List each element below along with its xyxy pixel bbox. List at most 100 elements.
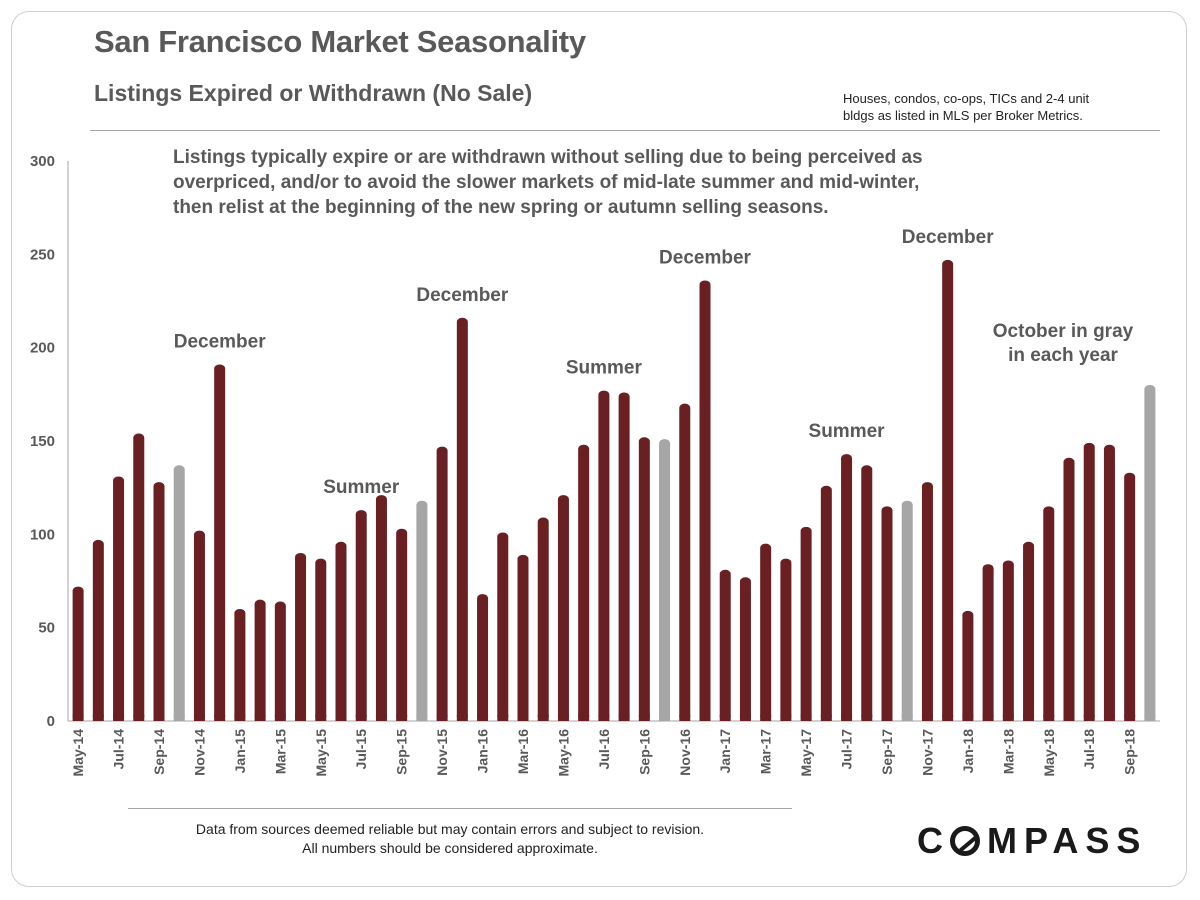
bar	[517, 554, 529, 721]
x-tick-label: May-18	[1041, 729, 1057, 777]
top-divider	[90, 130, 1160, 131]
bar	[800, 526, 812, 721]
bar	[173, 465, 185, 721]
bar-base	[92, 715, 104, 721]
source-note: Houses, condos, co-ops, TICs and 2-4 uni…	[843, 90, 1163, 124]
bar-base	[456, 715, 468, 721]
disclaimer-line: Data from sources deemed reliable but ma…	[195, 821, 705, 837]
bar-base	[1002, 715, 1014, 721]
bar-base	[820, 715, 832, 721]
bar-base	[193, 715, 205, 721]
bar-base	[942, 715, 954, 721]
bar-base	[234, 715, 246, 721]
callout-label: December	[174, 331, 266, 352]
bar	[1083, 442, 1095, 721]
bar-base	[335, 715, 347, 721]
x-tick-label: Mar-18	[1000, 729, 1016, 774]
bar	[214, 364, 226, 721]
bar-base	[800, 715, 812, 721]
bar	[153, 482, 165, 721]
y-tick-label: 250	[30, 246, 55, 263]
bar-base	[133, 715, 145, 721]
y-tick-label: 150	[30, 433, 55, 450]
bar-base	[1083, 715, 1095, 721]
y-tick-label: 0	[47, 713, 55, 730]
bar	[335, 541, 347, 721]
bar	[315, 558, 327, 721]
x-tick-label: Nov-17	[919, 729, 935, 776]
bar-base	[982, 715, 994, 721]
x-tick-label: May-14	[70, 729, 86, 777]
bar-base	[517, 715, 529, 721]
bar	[1144, 385, 1156, 721]
bar	[72, 586, 84, 721]
bar-base	[557, 715, 569, 721]
x-tick-label: Sep-18	[1122, 729, 1138, 775]
bar-base	[497, 715, 509, 721]
bar	[921, 482, 933, 721]
bar-base	[739, 715, 751, 721]
x-tick-label: May-16	[555, 729, 571, 777]
bar	[659, 439, 671, 721]
bar-base	[113, 715, 125, 721]
bar	[477, 594, 489, 721]
bar	[295, 553, 307, 721]
bar	[578, 444, 590, 721]
bar	[537, 517, 549, 721]
x-tick-label: Jul-18	[1081, 729, 1097, 770]
bar	[375, 495, 387, 721]
bar	[133, 433, 145, 721]
bar	[396, 528, 408, 721]
bar-base	[962, 715, 974, 721]
bar	[274, 601, 286, 721]
bar	[719, 569, 731, 721]
callout-label: Summer	[323, 477, 400, 498]
bar-base	[72, 715, 84, 721]
x-tick-label: Sep-17	[879, 729, 895, 775]
bar	[739, 577, 751, 721]
bar	[841, 454, 853, 721]
bar	[942, 259, 954, 721]
x-tick-label: Jan-17	[717, 729, 733, 774]
x-tick-label: Jul-14	[111, 729, 127, 770]
bar-base	[315, 715, 327, 721]
bar-base	[254, 715, 266, 721]
bar	[618, 392, 630, 721]
bar-base	[295, 715, 307, 721]
bar	[679, 403, 691, 721]
bar-base	[173, 715, 185, 721]
bar-base	[355, 715, 367, 721]
annotation-line: Listings typically expire or are withdra…	[173, 147, 923, 168]
source-note-line: Houses, condos, co-ops, TICs and 2-4 uni…	[843, 91, 1090, 106]
bar	[557, 495, 569, 721]
bar-base	[416, 715, 428, 721]
bar-base	[881, 715, 893, 721]
chart-subtitle: Listings Expired or Withdrawn (No Sale)	[94, 80, 533, 106]
bar-base	[436, 715, 448, 721]
bar-base	[274, 715, 286, 721]
bar-base	[1063, 715, 1075, 721]
bar-base	[901, 715, 913, 721]
x-tick-label: Mar-16	[515, 729, 531, 774]
bar	[456, 317, 468, 721]
bar-base	[537, 715, 549, 721]
x-tick-label: Sep-16	[636, 729, 652, 775]
bar	[638, 437, 650, 721]
x-tick-label: Nov-16	[677, 729, 693, 776]
callout-label: October in gray	[993, 321, 1134, 342]
bar	[113, 476, 125, 721]
bar	[193, 530, 205, 721]
x-tick-label: Jul-17	[839, 729, 855, 770]
bar-base	[780, 715, 792, 721]
x-tick-label: Mar-15	[272, 729, 288, 774]
x-tick-label: Jan-15	[232, 729, 248, 774]
callout-label: Summer	[566, 358, 643, 379]
disclaimer: Data from sources deemed reliable but ma…	[128, 820, 772, 858]
source-note-line: bldgs as listed in MLS per Broker Metric…	[843, 108, 1083, 123]
bar	[881, 506, 893, 721]
callout-label: December	[659, 247, 751, 268]
bar	[416, 500, 428, 721]
bar-base	[659, 715, 671, 721]
annotation-line: then relist at the beginning of the new …	[173, 197, 829, 218]
